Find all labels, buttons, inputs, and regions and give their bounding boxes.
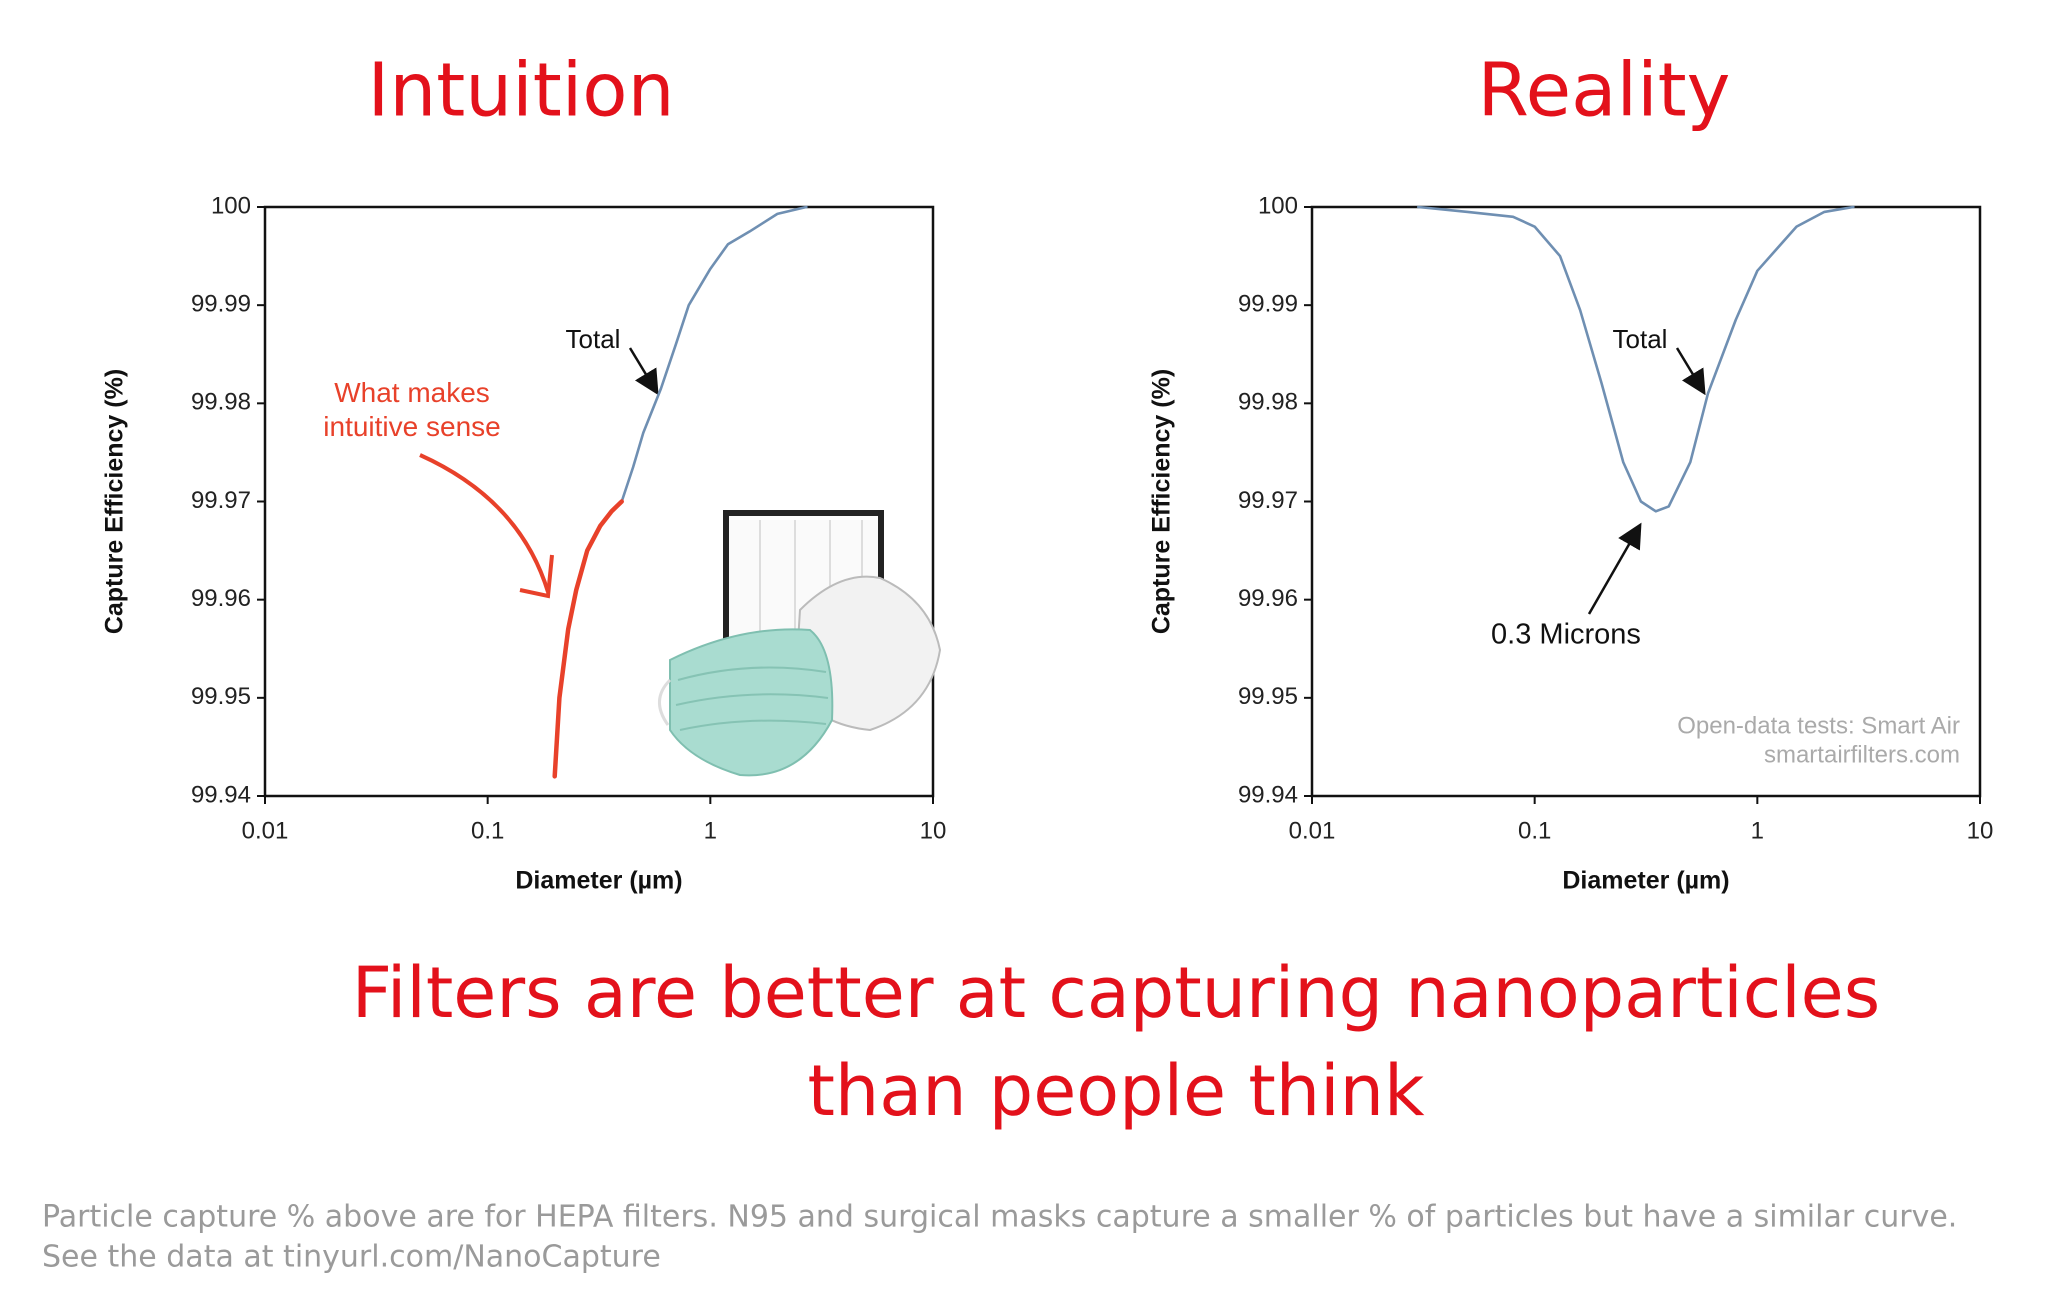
arrow — [1675, 347, 1706, 396]
x-tick-label: 0.1 — [1518, 817, 1551, 844]
series-label-box: What makes intuitive sense — [323, 377, 501, 442]
y-tick-label: 99.97 — [191, 487, 251, 514]
chart-title: Intuition — [368, 48, 675, 134]
x-tick-label: 1 — [704, 817, 717, 844]
y-tick-label: 99.94 — [1238, 781, 1298, 808]
hand-arrow-head — [519, 554, 554, 599]
y-tick-label: 99.97 — [1238, 487, 1298, 514]
y-tick-label: 99.95 — [191, 683, 251, 710]
y-tick-label: 99.96 — [191, 585, 251, 612]
plot-frame — [1310, 205, 1982, 798]
headline: Filters are better at capturing nanopart… — [352, 952, 1880, 1034]
x-tick-label: 10 — [920, 817, 947, 844]
headline: than people think — [807, 1050, 1424, 1132]
annotation: smartairfilters.com — [1764, 741, 1960, 768]
hand-arrow — [419, 453, 550, 593]
series-label: Total — [566, 324, 621, 354]
x-tick-label: 1 — [1751, 817, 1764, 844]
series-label: What makes intuitive sense — [323, 377, 501, 442]
x-axis-label: Diameter (µm) — [1562, 867, 1729, 895]
footnote: See the data at tinyurl.com/NanoCapture — [42, 1240, 661, 1275]
y-tick-label: 100 — [211, 192, 251, 219]
y-tick-label: 99.94 — [191, 781, 251, 808]
y-axis-label: Capture Efficiency (%) — [101, 369, 129, 634]
chart: Reality99.9499.9599.9699.9799.9899.99100… — [1148, 48, 1994, 895]
y-axis-label: Capture Efficiency (%) — [1148, 369, 1176, 634]
plot-frame — [263, 205, 935, 798]
surgical-mask — [669, 628, 834, 777]
chart-title: Reality — [1478, 48, 1731, 134]
x-tick-label: 10 — [1967, 817, 1994, 844]
y-tick-label: 100 — [1258, 192, 1298, 219]
annotation: Open-data tests: Smart Air — [1677, 712, 1960, 739]
y-tick-label: 99.96 — [1238, 585, 1298, 612]
decor — [658, 510, 942, 777]
series-label: Total — [1613, 324, 1668, 354]
y-tick-label: 99.99 — [1238, 291, 1298, 318]
arrow — [1587, 522, 1642, 615]
data-line — [552, 499, 624, 779]
chart: Intuition 99.94 99.95 99.96 99.97 99.98 99.99 1… — [101, 48, 947, 895]
mask-folds — [675, 666, 829, 731]
annotation: 0.3 Microns — [1491, 619, 1641, 651]
y-tick-label: 99.98 — [191, 389, 251, 416]
data-line — [620, 205, 808, 503]
data-line — [1416, 205, 1855, 513]
arrow — [628, 347, 659, 396]
y-tick-label: 99.95 — [1238, 683, 1298, 710]
y-tick-label: 99.99 — [191, 291, 251, 318]
y-tick-label: 99.98 — [1238, 389, 1298, 416]
x-axis-label: Diameter (µm) — [515, 867, 682, 895]
x-tick-label: 0.01 — [242, 817, 289, 844]
x-tick-label: 0.1 — [471, 817, 504, 844]
x-tick-label: 0.01 — [1289, 817, 1336, 844]
ear-loop — [658, 678, 672, 726]
footnote: Particle capture % above are for HEPA fi… — [42, 1200, 1957, 1235]
